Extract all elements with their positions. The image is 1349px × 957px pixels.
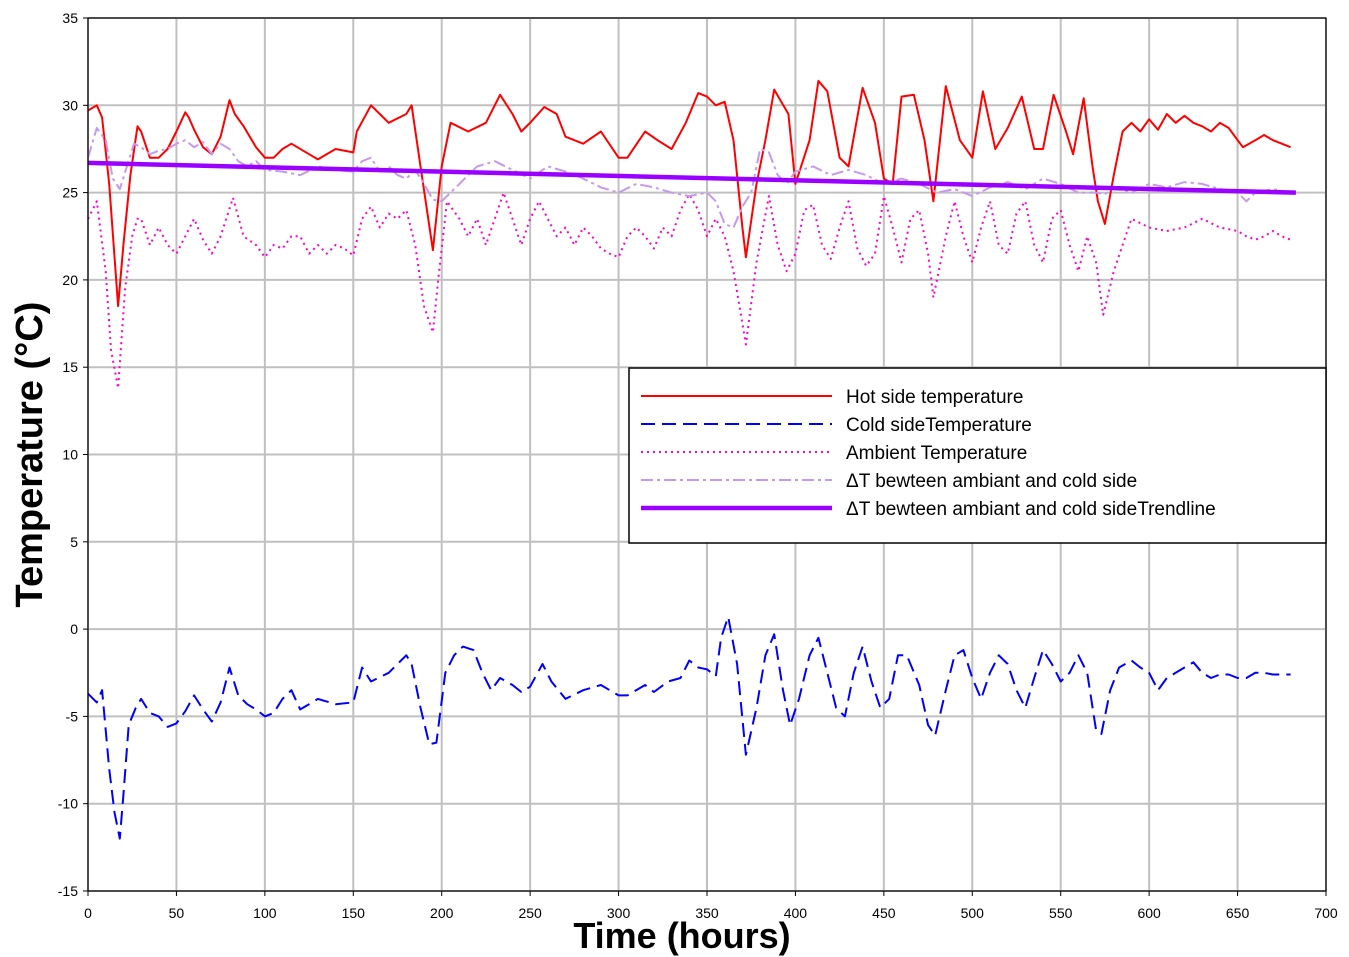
series-line-4 [87,127,1291,229]
y-tick-label: -10 [58,796,78,812]
y-tick-label: -15 [58,883,78,899]
y-tick-label: 20 [62,272,78,288]
x-axis-title: Time (hours) [573,915,790,956]
legend-label: Hot side temperature [846,387,1023,408]
legend-label: ΔT bewteen ambiant and cold side [846,471,1137,492]
y-tick-label: 30 [62,97,78,113]
y-tick-label: 15 [62,359,78,375]
x-tick-label: 0 [84,905,92,921]
x-tick-label: 300 [607,905,631,921]
x-tick-label: 500 [961,905,985,921]
tick-labels: 0 50 100 150 200 250 300 350 400 450 500 550 600 650 7… [58,10,1338,921]
y-tick-label: -5 [66,708,79,724]
x-tick-label: 100 [253,905,277,921]
x-tick-label: 600 [1137,905,1161,921]
y-axis-title: Temperature (°C) [9,302,51,608]
x-tick-label: 450 [872,905,896,921]
series-line-1 [87,79,1291,308]
y-tick-label: 35 [62,10,78,26]
x-tick-label: 550 [1049,905,1073,921]
legend-label: Cold sideTemperature [846,415,1032,436]
y-tick-label: 10 [62,447,78,463]
x-tick-label: 150 [342,905,366,921]
legend-label: ΔT bewteen ambiant and cold sideTrendlin… [846,499,1216,520]
series-line-2 [87,615,1291,840]
x-tick-label: 400 [784,905,808,921]
legend-box [628,367,1327,544]
legend-label: Ambient Temperature [846,443,1027,464]
x-tick-label: 200 [430,905,454,921]
legend: Hot side temperature Cold sideTemperature… [628,367,1327,544]
x-tick-label: 650 [1226,905,1250,921]
x-tick-label: 50 [169,905,185,921]
series-line-5 [87,160,1296,195]
x-tick-label: 250 [518,905,542,921]
y-tick-label: 0 [70,621,78,637]
y-tick-label: 25 [62,185,78,201]
x-tick-label: 700 [1314,905,1338,921]
x-tick-label: 350 [695,905,719,921]
y-tick-label: 5 [70,534,78,550]
series-line-3 [87,191,1291,390]
series-layer [87,79,1296,840]
